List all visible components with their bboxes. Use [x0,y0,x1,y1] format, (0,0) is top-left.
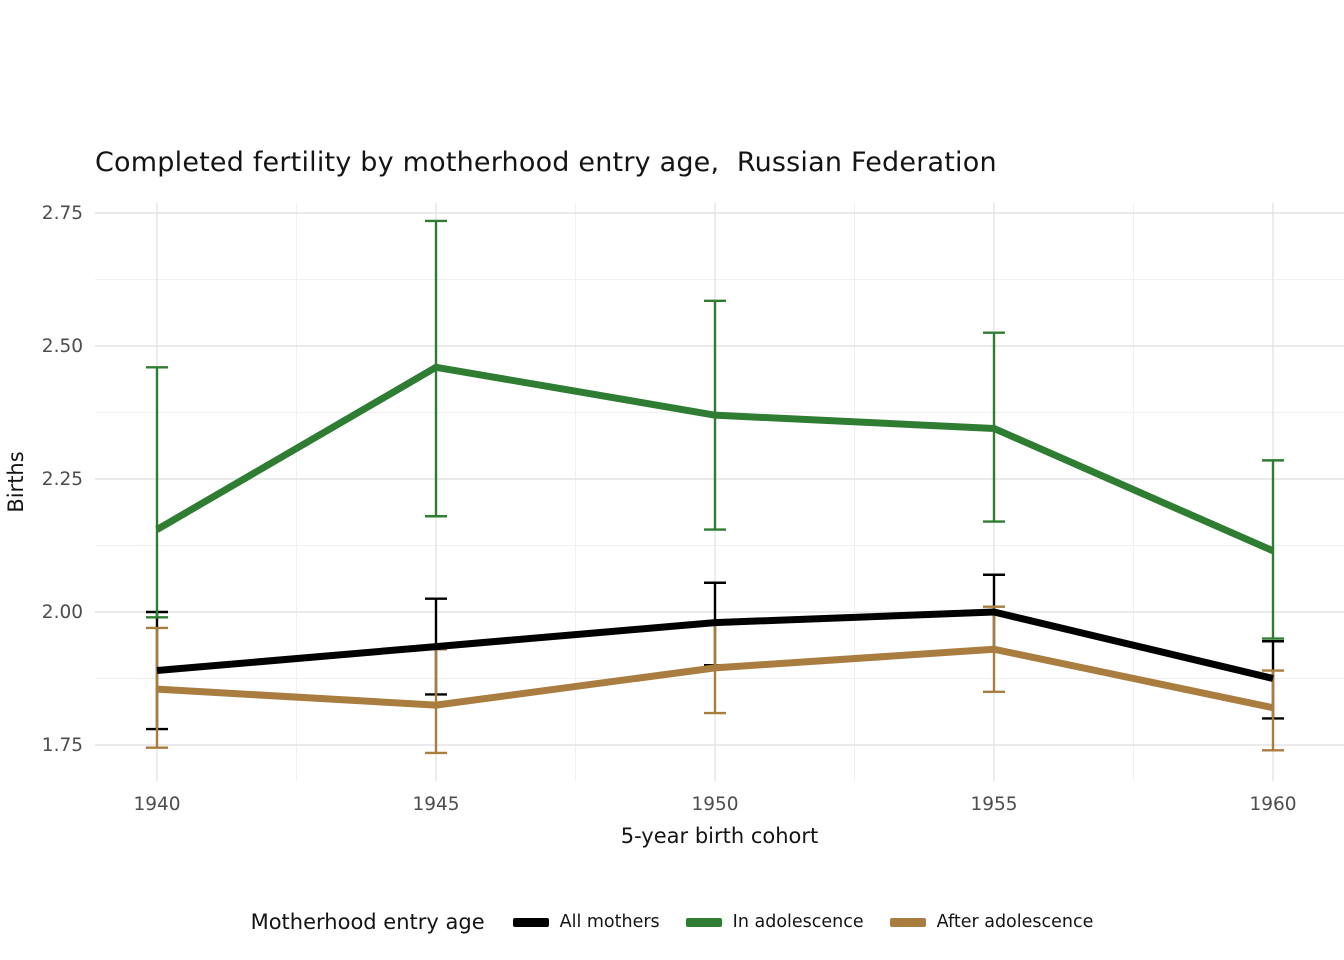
legend-item-label: All mothers [559,912,660,932]
legend-item-label: In adolescence [732,912,864,932]
y-axis-label: Births [4,451,28,513]
series-line-all-mothers [156,608,1274,682]
legend-item-in-adolescence: In adolescence [685,912,864,932]
legend-item-all-mothers: All mothers [512,912,660,932]
x-tick-label: 1960 [1249,794,1296,815]
x-axis-label: 5-year birth cohort [620,824,819,848]
legend-item-label: After adolescence [936,912,1094,932]
chart-title: Completed fertility by motherhood entry … [95,147,997,178]
legend-title: Motherhood entry age [250,910,485,934]
series-line-after-adolescence [156,645,1274,712]
legend-items: All mothers In adolescence After adolescen… [512,912,1094,932]
x-tick-label: 1940 [133,794,180,815]
y-tick-label: 1.75 [42,735,83,756]
legend-key-after-adolescence [889,917,926,927]
y-tick-label: 2.75 [42,203,83,224]
legend-item-after-adolescence: After adolescence [889,912,1094,932]
legend-key-in-adolescence [685,917,722,927]
x-tick-label: 1950 [691,794,738,815]
y-tick-label: 2.25 [42,469,83,490]
y-tick-label: 2.00 [42,602,83,623]
y-tick-label: 2.50 [42,336,83,357]
series-line-in-adolescence [155,363,1275,555]
x-tick-label: 1945 [412,794,459,815]
legend-key-all-mothers [512,917,549,927]
x-tick-label: 1955 [970,794,1017,815]
legend: Motherhood entry age All mothers In adole… [0,902,1344,942]
